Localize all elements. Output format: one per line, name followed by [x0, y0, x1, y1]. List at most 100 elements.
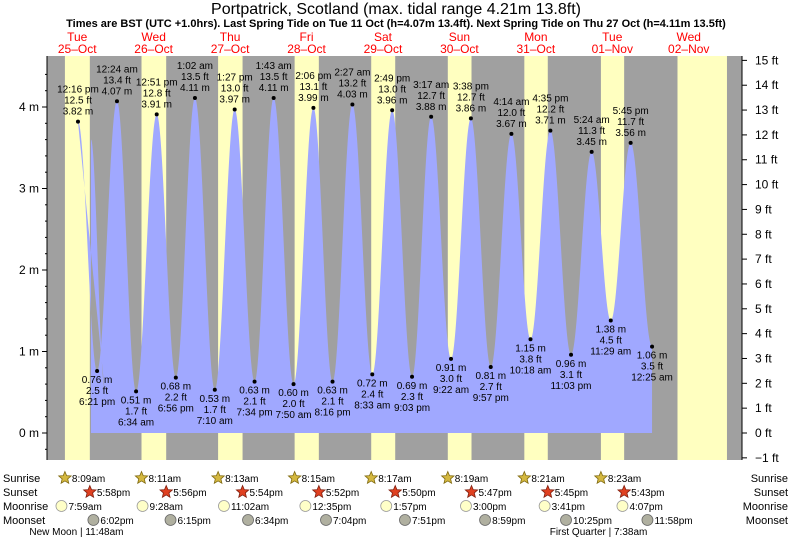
- right-tick-label: 15 ft: [755, 53, 779, 67]
- tide-time: 3:38 pm: [453, 81, 489, 92]
- right-tick-label: 8 ft: [755, 227, 772, 241]
- moonset-icon: [641, 514, 654, 526]
- moonset-icon: [399, 514, 411, 526]
- tide-time: 6:56 pm: [158, 404, 194, 415]
- day-date: 28–Oct: [287, 42, 326, 56]
- chart-title: Portpatrick, Scotland (max. tidal range …: [211, 1, 581, 18]
- tide-time: 1:43 am: [256, 61, 292, 72]
- tide-point: [370, 372, 375, 377]
- tide-time: 12:16 pm: [57, 85, 99, 96]
- moonset-icon: [479, 514, 491, 526]
- tide-point: [75, 119, 80, 124]
- tide-point: [650, 344, 655, 349]
- tide-feet: 12.7 ft: [417, 91, 445, 102]
- sunrise-time: 8:21am: [531, 474, 564, 485]
- tide-meters: 0.63 m: [317, 386, 348, 397]
- tide-point: [192, 96, 197, 101]
- tide-point: [154, 112, 159, 117]
- tide-time: 2:49 pm: [374, 73, 410, 84]
- tide-meters: 3.97 m: [219, 94, 250, 105]
- tide-feet: 2.4 ft: [361, 389, 383, 400]
- tide-point: [468, 116, 473, 121]
- tide-time: 5:24 am: [574, 115, 610, 126]
- tide-meters: 4.11 m: [259, 83, 289, 94]
- day-name: Wed: [677, 30, 701, 44]
- sunrise-icon: [287, 470, 302, 485]
- tide-meters: 0.69 m: [397, 381, 428, 392]
- tide-time: 4:14 am: [493, 97, 529, 108]
- tide-feet: 2.7 ft: [480, 382, 502, 393]
- right-tick-label: 2 ft: [755, 376, 772, 390]
- moon-phase-label: First Quarter | 7:38am: [550, 527, 648, 538]
- tide-feet: 2.1 ft: [321, 397, 343, 408]
- tide-feet: 13.5 ft: [260, 72, 288, 83]
- left-tick-label: 0 m: [19, 426, 39, 440]
- tide-feet: 13.2 ft: [338, 79, 366, 90]
- right-tick-label: 1 ft: [755, 401, 772, 415]
- tide-meters: 0.96 m: [556, 359, 587, 370]
- moonset-time: 7:51pm: [412, 516, 445, 527]
- tide-feet: 2.2 ft: [165, 393, 187, 404]
- tide-point: [488, 364, 493, 369]
- tide-point: [528, 337, 533, 342]
- sunrise-time: 8:19am: [455, 474, 488, 485]
- tide-meters: 0.91 m: [436, 363, 467, 374]
- sunset-icon: [82, 484, 98, 499]
- moonset-icon: [242, 514, 254, 526]
- right-tick-label: 11 ft: [755, 153, 778, 167]
- tide-feet: 3.1 ft: [560, 370, 582, 381]
- day-name: Tue: [602, 30, 623, 44]
- day-name: Sun: [449, 30, 470, 44]
- tide-time: 7:50 am: [275, 410, 311, 421]
- sunset-icon: [159, 484, 174, 499]
- moonrise-icon: [538, 500, 551, 512]
- day-date: 01–Nov: [592, 42, 633, 56]
- tide-feet: 13.0 ft: [378, 84, 406, 95]
- tide-feet: 3.0 ft: [440, 374, 462, 385]
- day-headers: Tue25–OctWed26–OctThu27–OctFri28–OctSat2…: [58, 30, 710, 56]
- sunset-icon: [464, 484, 479, 499]
- tide-feet: 4.5 ft: [600, 336, 622, 347]
- tide-meters: 0.72 m: [357, 378, 388, 389]
- tide-point: [589, 149, 594, 154]
- sunset-icon: [616, 484, 632, 499]
- right-moonset-label: Moonset: [746, 515, 788, 527]
- sunrise-icon: [440, 470, 455, 485]
- tide-meters: 3.71 m: [535, 116, 566, 127]
- tide-meters: 0.60 m: [278, 388, 309, 399]
- tide-feet: 12.2 ft: [536, 105, 564, 116]
- sunrise-time: 8:23am: [608, 474, 641, 485]
- day-name: Sat: [374, 30, 393, 44]
- day-date: 25–Oct: [58, 42, 97, 56]
- day-name: Thu: [220, 30, 241, 44]
- tide-feet: 12.7 ft: [457, 92, 485, 103]
- sunset-icon: [540, 484, 555, 499]
- left-tick-label: 4 m: [19, 100, 39, 114]
- tide-feet: 13.1 ft: [300, 82, 328, 93]
- moonset-icon: [560, 514, 572, 526]
- sunset-time: 5:47pm: [478, 488, 511, 499]
- tide-time: 11:03 pm: [551, 381, 592, 392]
- sunrise-time: 8:15am: [302, 474, 335, 485]
- day-date: 29–Oct: [364, 42, 403, 56]
- right-sunrise-label: Sunrise: [751, 473, 788, 485]
- tide-curve: [77, 98, 653, 433]
- tide-time: 8:16 pm: [314, 408, 350, 419]
- tide-meters: 0.51 m: [121, 395, 152, 406]
- tide-meters: 0.68 m: [161, 382, 192, 393]
- tide-feet: 12.5 ft: [64, 96, 92, 107]
- tide-meters: 3.91 m: [141, 99, 172, 110]
- moonset-time: 6:02pm: [100, 516, 133, 527]
- left-sunset-label: Sunset: [3, 487, 37, 499]
- tide-feet: 2.1 ft: [243, 397, 265, 408]
- plot-area: [47, 56, 742, 460]
- tide-meters: 3.86 m: [456, 103, 487, 114]
- tide-point: [114, 99, 119, 104]
- sunrise-time: 8:11am: [149, 474, 182, 485]
- right-tick-label: 3 ft: [755, 351, 772, 365]
- sunset-time: 5:54pm: [250, 488, 283, 499]
- moonrise-time: 7:59am: [68, 502, 101, 513]
- sunset-icon: [388, 484, 403, 499]
- tide-meters: 3.88 m: [416, 102, 447, 113]
- tide-meters: 0.63 m: [239, 386, 270, 397]
